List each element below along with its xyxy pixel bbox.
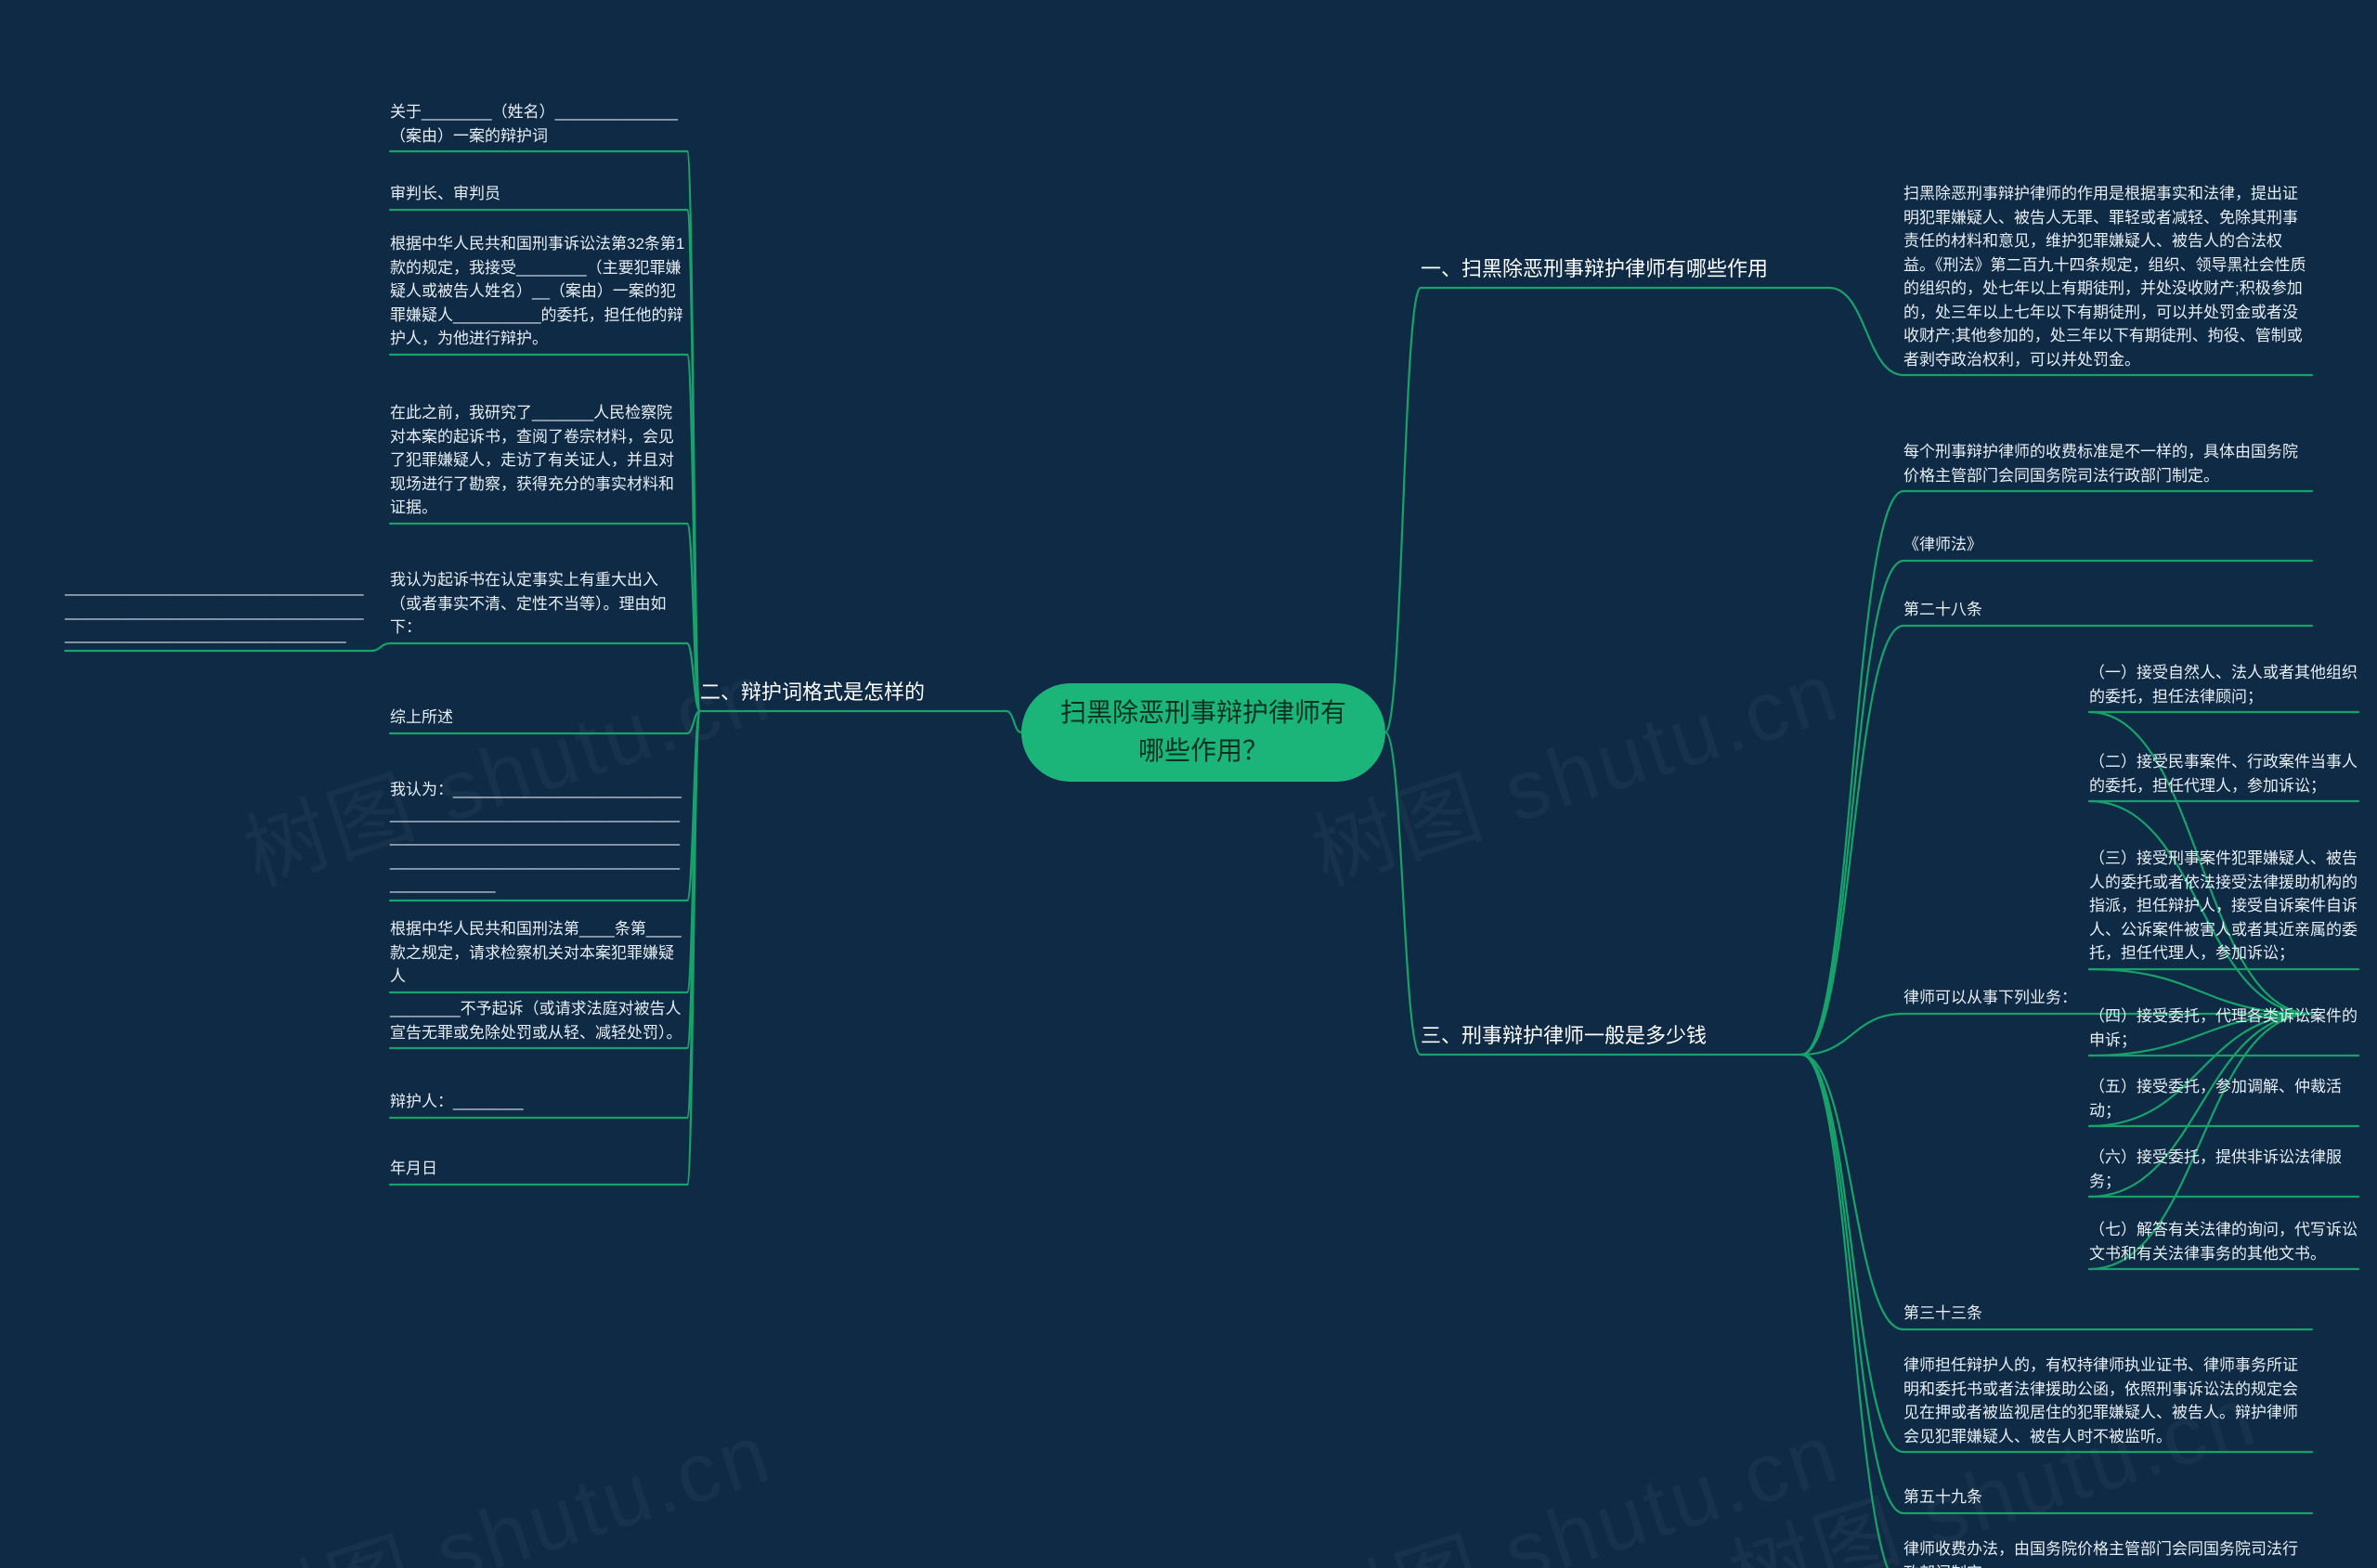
leaf-node[interactable]: （二）接受民事案件、行政案件当事人的委托，担任代理人，参加诉讼； — [2089, 750, 2358, 797]
branch-label[interactable]: 一、扫黑除恶刑事辩护律师有哪些作用 — [1421, 253, 1829, 282]
branch-label[interactable]: 三、刑事辩护律师一般是多少钱 — [1421, 1019, 1801, 1049]
leaf-node[interactable]: 第三十三条 — [1903, 1302, 2312, 1326]
leaf-node[interactable]: 律师收费办法，由国务院价格主管部门会同国务院司法行政部门制定。 — [1903, 1537, 2312, 1568]
leaf-node[interactable]: （六）接受委托，提供非诉讼法律服务； — [2089, 1146, 2358, 1193]
leaf-node[interactable]: （一）接受自然人、法人或者其他组织的委托，担任法律顾问； — [2089, 661, 2358, 708]
leaf-node[interactable]: 综上所述 — [390, 706, 687, 730]
center-node[interactable]: 扫黑除恶刑事辩护律师有哪些作用？ — [1021, 683, 1385, 782]
leaf-node[interactable]: ________________________________________… — [65, 576, 371, 647]
leaf-node[interactable]: 辩护人：________ — [390, 1090, 687, 1114]
leaf-node[interactable]: （三）接受刑事案件犯罪嫌疑人、被告人的委托或者依法接受法律援助机构的指派，担任辩… — [2089, 847, 2358, 965]
leaf-node[interactable]: 每个刑事辩护律师的收费标准是不一样的，具体由国务院价格主管部门会同国务院司法行政… — [1903, 440, 2312, 487]
leaf-node[interactable]: 根据中华人民共和国刑事诉讼法第32条第1款的规定，我接受________（主要犯… — [390, 232, 687, 351]
leaf-node[interactable]: 扫黑除恶刑事辩护律师的作用是根据事实和法律，提出证明犯罪嫌疑人、被告人无罪、罪轻… — [1903, 182, 2312, 371]
leaf-node[interactable]: 第二十八条 — [1903, 598, 2312, 622]
leaf-node[interactable]: （四）接受委托，代理各类诉讼案件的申诉； — [2089, 1004, 2358, 1052]
leaf-node[interactable]: 《律师法》 — [1903, 533, 2312, 557]
leaf-node[interactable]: 在此之前，我研究了_______人民检察院对本案的起诉书，查阅了卷宗材料，会见了… — [390, 401, 687, 520]
leaf-node[interactable]: 关于________（姓名）______________（案由）一案的辩护词 — [390, 100, 687, 148]
leaf-node[interactable]: （五）接受委托，参加调解、仲裁活动； — [2089, 1075, 2358, 1122]
leaf-node[interactable]: 第五十九条 — [1903, 1485, 2312, 1510]
leaf-node[interactable]: 我认为起诉书在认定事实上有重大出入（或者事实不清、定性不当等）。理由如下： — [390, 568, 687, 640]
leaf-node[interactable]: 根据中华人民共和国刑法第____条第____款之规定，请求检察机关对本案犯罪嫌疑… — [390, 917, 687, 989]
leaf-node[interactable]: 律师担任辩护人的，有权持律师执业证书、律师事务所证明和委托书或者法律援助公函，依… — [1903, 1354, 2312, 1448]
branch-label[interactable]: 二、辩护词格式是怎样的 — [700, 676, 1007, 706]
leaf-node[interactable]: 年月日 — [390, 1157, 687, 1181]
leaf-node[interactable]: 我认为：____________________________________… — [390, 778, 687, 897]
leaf-node[interactable]: ________不予起诉（或请求法庭对被告人宣告无罪或免除处罚或从轻、减轻处罚）… — [390, 997, 687, 1044]
leaf-node[interactable]: 审判长、审判员 — [390, 182, 687, 206]
mindmap-canvas: 树图 shutu.cn树图 shutu.cn树图 shutu.cn树图 shut… — [0, 0, 2377, 1568]
leaf-node[interactable]: （七）解答有关法律的询问，代写诉讼文书和有关法律事务的其他文书。 — [2089, 1218, 2358, 1265]
